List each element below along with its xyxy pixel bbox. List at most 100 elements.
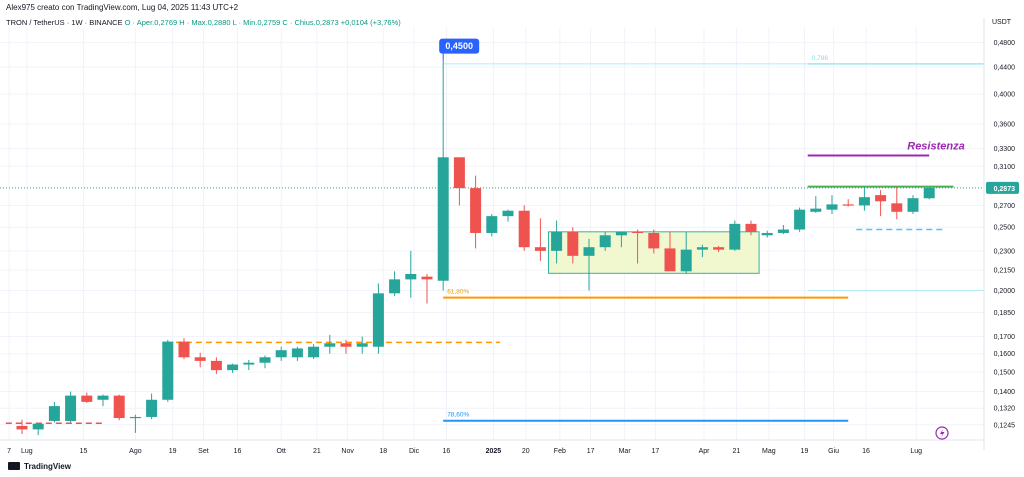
x-tick-label: 21 <box>733 448 741 455</box>
x-tick-label: 7 <box>7 448 11 455</box>
attribution-text: Alex975 creato con TradingView.com, Lug … <box>6 3 239 12</box>
candle-body <box>97 395 109 400</box>
candle-body <box>794 209 806 230</box>
candle-body <box>648 232 660 249</box>
candle-body <box>48 406 60 421</box>
x-tick-label: 17 <box>652 448 660 455</box>
x-tick-label: Lug <box>21 448 33 455</box>
lightning-glyph <box>940 429 945 438</box>
y-tick-label: 0,1850 <box>994 310 1016 317</box>
y-tick-label: 0,2300 <box>994 248 1016 255</box>
candle-body <box>777 229 789 233</box>
candle-body <box>761 232 773 236</box>
x-tick-label: Nov <box>341 448 354 455</box>
y-tick-label: 0,3300 <box>994 146 1016 153</box>
resistance-annotation: Resistenza <box>907 141 964 153</box>
x-tick-label: Set <box>198 448 209 455</box>
candle-body <box>810 208 822 212</box>
candle-body <box>729 223 741 250</box>
x-tick-label: Ott <box>277 448 286 455</box>
candle-body <box>129 416 141 419</box>
x-tick-label: Lug <box>910 448 922 455</box>
current-price-label: 0,2873 <box>994 186 1016 193</box>
x-tick-label: 18 <box>379 448 387 455</box>
y-tick-label: 0,1700 <box>994 334 1016 341</box>
x-tick-label: Feb <box>554 448 566 455</box>
tradingview-logo-text: TradingView <box>24 462 71 471</box>
x-tick-label: 16 <box>234 448 242 455</box>
x-tick-label: 21 <box>313 448 321 455</box>
y-tick-label: 0,1600 <box>994 351 1016 358</box>
candle-body <box>389 279 401 294</box>
candle-body <box>632 231 644 234</box>
candle-body <box>502 210 514 217</box>
x-tick-label: 16 <box>862 448 870 455</box>
high-price-tag <box>439 38 480 54</box>
x-tick-label: Dic <box>409 448 420 455</box>
y-tick-label: 0,4800 <box>994 40 1016 47</box>
candle-body <box>194 357 206 361</box>
candle-body <box>486 216 498 233</box>
x-tick-label: 19 <box>801 448 809 455</box>
candle-body <box>16 425 28 430</box>
candle-body <box>842 204 854 206</box>
symbol-line: TRON / TetherUS · 1W · BINANCE <box>6 18 123 27</box>
candle-body <box>178 341 190 358</box>
symbol-info: TRON / TetherUS · 1W · BINANCE O · Aper.… <box>6 18 401 27</box>
candle-body <box>421 276 433 280</box>
candle-body <box>599 235 611 248</box>
candle-body <box>615 231 627 236</box>
x-tick-label: 17 <box>587 448 595 455</box>
candle-body <box>308 346 320 358</box>
ohlc-line: O · Aper.0,2769 H · Max.0,2880 L · Min.0… <box>124 18 401 27</box>
y-tick-label: 0,1400 <box>994 389 1016 396</box>
current-price-tag <box>986 181 1019 194</box>
level-label-fib-786: 78,60% <box>447 412 469 419</box>
level-label-fib-top: 0,786 <box>812 55 829 62</box>
y-tick-label: 0,3100 <box>994 164 1016 171</box>
x-tick-label: 20 <box>522 448 530 455</box>
candle-body <box>680 249 692 272</box>
candle-body <box>146 399 158 417</box>
y-tick-label: 0,2150 <box>994 267 1016 274</box>
candle-body <box>518 210 530 248</box>
x-tick-label: 19 <box>169 448 177 455</box>
x-tick-label: 2025 <box>486 448 502 455</box>
x-tick-label: 16 <box>443 448 451 455</box>
candle-body <box>696 247 708 250</box>
candle-body <box>81 395 93 402</box>
y-tick-label: 0,1320 <box>994 406 1016 413</box>
candle-body <box>891 203 903 212</box>
y-tick-label: 0,3600 <box>994 121 1016 128</box>
candle-body <box>113 395 125 419</box>
candle-body <box>453 157 465 189</box>
candle-body <box>745 223 757 232</box>
candle-body <box>907 198 919 212</box>
candle-body <box>227 364 239 371</box>
x-tick-label: Ago <box>129 448 142 455</box>
candle-body <box>551 231 563 251</box>
candle-body <box>65 395 77 421</box>
candle-body <box>210 360 222 371</box>
candle-body <box>664 248 676 272</box>
level-label-orange-support: 61,80% <box>447 289 469 296</box>
candle-body <box>437 157 449 281</box>
currency-label: USDT <box>992 19 1012 26</box>
x-tick-label: 15 <box>80 448 88 455</box>
y-tick-label: 0,2700 <box>994 203 1016 210</box>
candle-body <box>923 187 935 199</box>
candle-body <box>32 423 44 430</box>
y-tick-label: 0,4400 <box>994 65 1016 72</box>
y-tick-label: 0,4000 <box>994 92 1016 99</box>
x-tick-label: Giu <box>828 448 839 455</box>
y-tick-label: 0,1500 <box>994 370 1016 377</box>
candle-body <box>826 204 838 210</box>
y-tick-label: 0,2500 <box>994 225 1016 232</box>
candle-body <box>470 188 482 233</box>
candle-body <box>162 341 174 400</box>
lightning-icon[interactable] <box>935 426 949 440</box>
candle-body <box>567 231 579 256</box>
candle-body <box>356 343 368 347</box>
candle-body <box>324 343 336 347</box>
